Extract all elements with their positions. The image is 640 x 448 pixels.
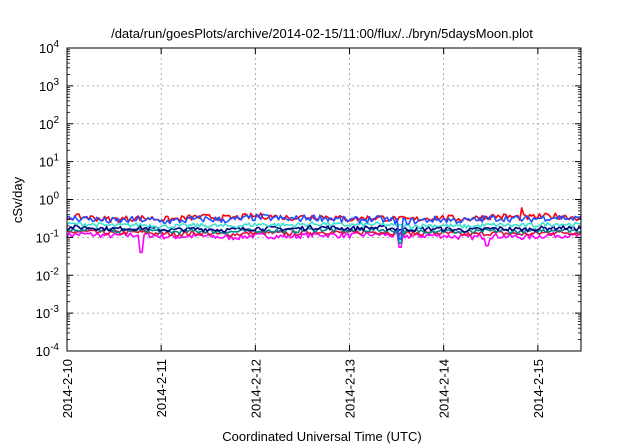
y-tick-label: 101 xyxy=(39,153,59,170)
y-tick-label: 100 xyxy=(39,191,59,208)
x-tick-label: 2014-2-11 xyxy=(154,359,169,417)
ticks-layer: 10-4 10-3 10-2 10-1 100 101 102 103 104 2014-2-10… xyxy=(36,39,581,418)
x-tick-label: 2014-2-13 xyxy=(343,359,358,418)
y-tick-label: 10-3 xyxy=(36,304,60,321)
series-line xyxy=(66,213,582,240)
x-tick-label: 2014-2-10 xyxy=(60,359,75,418)
y-tick-label: 104 xyxy=(39,39,59,56)
y-tick-label: 10-2 xyxy=(36,266,60,283)
y-tick-label: 102 xyxy=(39,115,59,132)
y-tick-label: 10-1 xyxy=(36,228,60,245)
y-tick-label: 10-4 xyxy=(36,342,60,359)
x-axis-title: Coordinated Universal Time (UTC) xyxy=(222,429,421,444)
x-tick-label: 2014-2-15 xyxy=(531,359,546,418)
x-tick-label: 2014-2-12 xyxy=(248,359,263,418)
y-axis-title: cSv/day xyxy=(10,176,25,223)
chart-title: /data/run/goesPlots/archive/2014-02-15/1… xyxy=(111,26,533,41)
y-tick-label: 103 xyxy=(39,77,59,94)
series-line xyxy=(66,221,582,230)
x-tick-label: 2014-2-14 xyxy=(437,359,452,418)
series-line xyxy=(66,231,582,254)
series-line xyxy=(66,226,582,244)
grid-layer xyxy=(66,47,581,352)
series-layer xyxy=(66,207,582,254)
